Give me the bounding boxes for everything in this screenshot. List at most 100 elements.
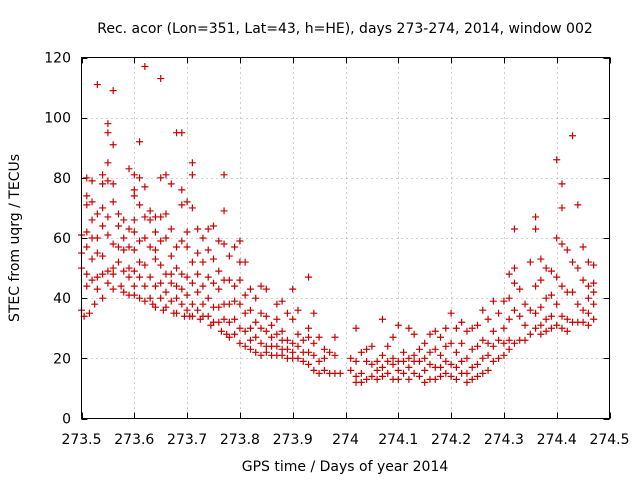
data-point	[400, 369, 408, 377]
data-point	[547, 312, 555, 320]
data-point	[378, 363, 386, 371]
data-point	[574, 300, 582, 308]
data-point	[537, 330, 545, 338]
data-point	[104, 231, 112, 239]
data-point	[510, 225, 518, 233]
data-point	[368, 360, 376, 368]
data-point	[484, 351, 492, 359]
data-point	[489, 327, 497, 335]
data-point	[220, 207, 228, 215]
x-tick-label: 273.6	[114, 432, 154, 448]
data-point	[426, 360, 434, 368]
data-point	[241, 342, 249, 350]
data-point	[130, 291, 138, 299]
data-point	[178, 285, 186, 293]
data-point	[458, 357, 466, 365]
data-point	[199, 234, 207, 242]
data-point	[109, 198, 117, 206]
data-point	[194, 288, 202, 296]
data-point	[505, 345, 513, 353]
x-tick-label: 274.5	[589, 432, 629, 448]
data-point	[204, 312, 212, 320]
data-point	[99, 252, 107, 260]
data-point	[246, 336, 254, 344]
data-point	[104, 129, 112, 137]
data-point	[104, 213, 112, 221]
data-point	[236, 339, 244, 347]
data-point	[83, 270, 91, 278]
data-point	[157, 213, 165, 221]
data-point	[331, 333, 339, 341]
data-point	[141, 282, 149, 290]
data-point	[151, 303, 159, 311]
data-point	[114, 222, 122, 230]
data-point	[320, 354, 328, 362]
data-point	[120, 234, 128, 242]
data-point	[109, 141, 117, 149]
data-point	[141, 63, 149, 71]
x-tick-label: 273.5	[61, 432, 101, 448]
data-point	[151, 228, 159, 236]
data-point	[484, 339, 492, 347]
data-point	[447, 360, 455, 368]
data-point	[484, 315, 492, 323]
data-point	[252, 348, 260, 356]
data-point	[315, 369, 323, 377]
data-point	[215, 285, 223, 293]
data-point	[130, 267, 138, 275]
data-point	[547, 267, 555, 275]
axis-ticks	[81, 57, 611, 420]
data-point	[389, 360, 397, 368]
data-point	[558, 312, 566, 320]
data-point	[315, 357, 323, 365]
data-point	[188, 159, 196, 167]
data-point	[305, 273, 313, 281]
data-point	[194, 249, 202, 257]
data-point	[151, 282, 159, 290]
data-point	[289, 348, 297, 356]
data-point	[590, 300, 598, 308]
y-tick-label: 40	[53, 291, 71, 307]
data-point	[273, 342, 281, 350]
data-point	[151, 246, 159, 254]
data-point	[104, 120, 112, 128]
data-point	[104, 267, 112, 275]
data-point	[553, 156, 561, 164]
data-point	[215, 267, 223, 275]
data-point	[553, 300, 561, 308]
data-point	[569, 288, 577, 296]
data-point	[463, 327, 471, 335]
data-point	[294, 342, 302, 350]
data-point	[431, 345, 439, 353]
data-point	[120, 288, 128, 296]
data-point	[558, 204, 566, 212]
data-point	[246, 345, 254, 353]
data-point	[410, 369, 418, 377]
data-point	[521, 336, 529, 344]
data-point	[109, 180, 117, 188]
data-point	[532, 213, 540, 221]
data-point	[241, 291, 249, 299]
data-point	[236, 276, 244, 284]
data-point	[136, 138, 144, 146]
y-tick-label: 120	[44, 51, 71, 67]
data-point	[141, 297, 149, 305]
data-point	[85, 309, 93, 317]
data-point	[495, 309, 503, 317]
data-point	[569, 258, 577, 266]
data-point	[305, 348, 313, 356]
data-point	[146, 273, 154, 281]
data-point	[447, 309, 455, 317]
data-point	[231, 243, 239, 251]
data-point	[99, 204, 107, 212]
data-point	[516, 285, 524, 293]
data-point	[231, 297, 239, 305]
data-point	[283, 345, 291, 353]
data-point	[109, 87, 117, 95]
data-point	[452, 348, 460, 356]
data-point	[426, 348, 434, 356]
data-point	[378, 351, 386, 359]
data-point	[547, 291, 555, 299]
data-point	[294, 354, 302, 362]
data-point	[204, 294, 212, 302]
